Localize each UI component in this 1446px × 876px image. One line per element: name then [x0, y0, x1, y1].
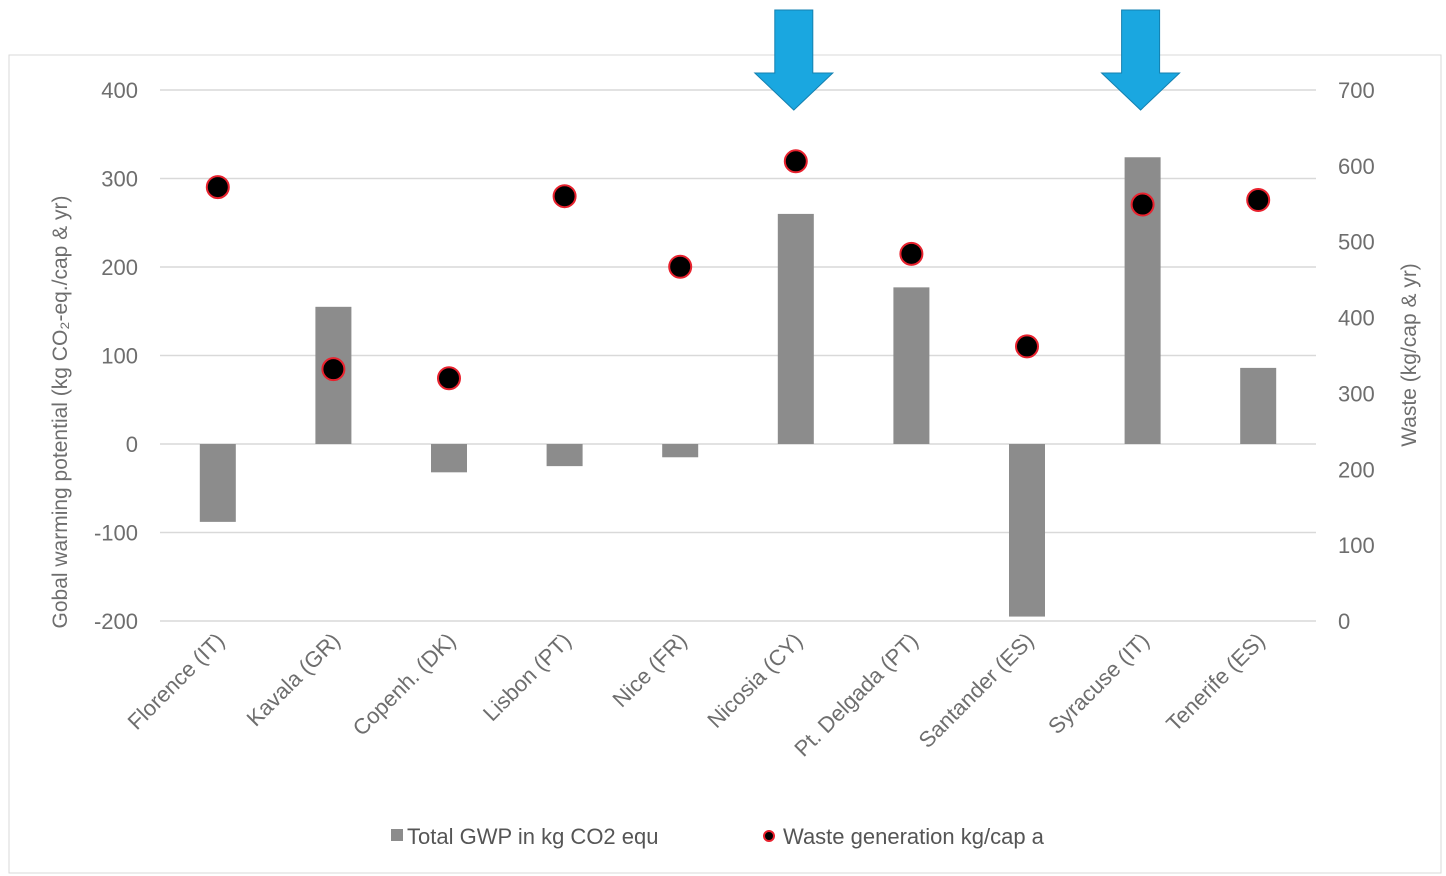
bar	[199, 444, 236, 522]
legend-bar-swatch	[391, 829, 403, 841]
left-tick-label: 100	[101, 344, 138, 369]
scatter-point	[205, 175, 230, 200]
right-tick-label: 0	[1338, 609, 1350, 634]
left-tick-label: 400	[101, 78, 138, 103]
right-tick-label: 200	[1338, 457, 1375, 482]
scatter-point	[668, 254, 693, 279]
right-tick-label: 600	[1338, 154, 1375, 179]
bar	[1240, 367, 1277, 444]
bar-series	[199, 157, 1277, 617]
scatter-point	[783, 149, 808, 174]
legend-bar-label: Total GWP in kg CO2 equ	[407, 824, 659, 849]
scatter-point	[1246, 187, 1271, 212]
annotation-arrows	[753, 9, 1181, 111]
legend-marker-label: Waste generation kg/cap a	[783, 824, 1045, 849]
scatter-point	[1015, 334, 1039, 359]
right-tick-label: 400	[1338, 306, 1375, 331]
scatter-point	[1130, 192, 1155, 217]
scatter-point	[899, 241, 924, 266]
left-tick-label: -200	[94, 609, 138, 634]
bar	[431, 444, 467, 473]
bar	[546, 444, 583, 467]
legend: Total GWP in kg CO2 equ Waste generation…	[391, 824, 1045, 849]
left-tick-label: -100	[94, 521, 138, 546]
right-tick-label: 300	[1338, 381, 1375, 406]
scatter-point	[552, 184, 577, 209]
left-tick-label: 0	[126, 432, 138, 457]
right-tick-label: 100	[1338, 533, 1375, 558]
scatter-point	[321, 357, 346, 382]
bar	[1009, 444, 1045, 617]
bar	[662, 444, 699, 458]
right-axis-title: Waste (kg/cap & yr)	[1398, 263, 1421, 447]
scatter-point	[437, 366, 461, 391]
left-tick-label: 200	[101, 255, 138, 280]
arrow-down-icon	[1100, 9, 1181, 111]
right-tick-label: 700	[1338, 78, 1375, 103]
left-tick-label: 300	[101, 167, 138, 192]
right-tick-label: 500	[1338, 230, 1375, 255]
legend-marker-swatch	[763, 830, 775, 842]
left-axis-title: Gobal warming potential (kg CO₂-eq./cap …	[49, 196, 72, 629]
chart-frame	[8, 54, 1442, 874]
arrow-down-icon	[753, 9, 835, 111]
left-axis-ticks: 400 300 200 100 0 -100 -200	[94, 78, 138, 634]
right-axis-ticks: 700 600 500 400 300 200 100 0	[1338, 78, 1375, 634]
bar	[893, 287, 930, 444]
bar	[777, 213, 814, 444]
scatter-series	[205, 149, 1271, 391]
